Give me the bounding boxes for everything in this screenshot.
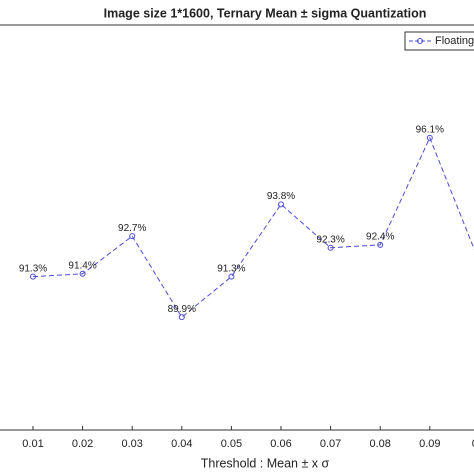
data-label: 89.9% xyxy=(168,304,196,315)
data-label: 92.4% xyxy=(366,231,394,242)
chart-title: Image size 1*1600, Ternary Mean ± sigma … xyxy=(104,6,427,20)
point xyxy=(30,273,36,280)
legend-label: Floating xyxy=(435,35,474,47)
point xyxy=(278,201,284,208)
x-tick-label: 0.06 xyxy=(270,438,291,450)
data-label: 91.4% xyxy=(68,260,96,271)
data-label: 91.3% xyxy=(217,263,245,274)
x-tick-label: 0.08 xyxy=(369,438,390,450)
x-tick-label: 0.01 xyxy=(22,438,43,450)
data-label: 92.3% xyxy=(316,234,344,245)
x-axis-label: Threshold : Mean ± x σ xyxy=(201,456,330,470)
point xyxy=(228,273,235,280)
data-label: 92.7% xyxy=(118,223,146,234)
point xyxy=(79,270,86,277)
point xyxy=(327,244,334,251)
legend-box xyxy=(404,31,474,51)
x-tick-label: 0.09 xyxy=(419,438,440,450)
point xyxy=(377,241,384,248)
legend-marker xyxy=(417,38,423,44)
point xyxy=(426,134,433,141)
x-tick-label: 0.04 xyxy=(171,438,192,450)
x-tick-label: 0.02 xyxy=(72,438,93,450)
data-label: 91.3% xyxy=(19,263,47,274)
plot-frame xyxy=(0,24,474,431)
x-tick-label: 0.05 xyxy=(221,438,242,450)
point xyxy=(178,314,185,321)
x-tick-label: 0.03 xyxy=(121,438,142,450)
series-line xyxy=(32,136,474,318)
x-tick-label: 0.1 xyxy=(472,438,474,450)
point xyxy=(129,233,136,240)
data-label: 96.1% xyxy=(416,124,444,135)
data-label: 93.8% xyxy=(267,191,295,202)
x-tick-label: 0.07 xyxy=(320,438,341,450)
